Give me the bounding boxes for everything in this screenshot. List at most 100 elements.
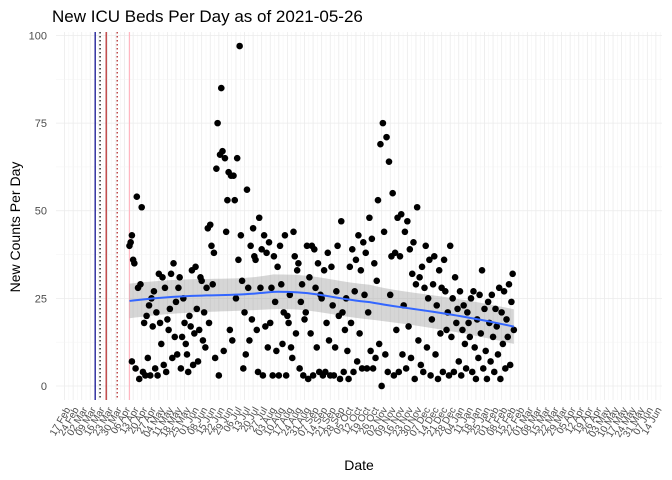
y-tick-label: 0 (41, 381, 47, 393)
y-axis-title: New Counts Per Day (7, 162, 23, 293)
data-point (286, 291, 294, 299)
data-point (189, 361, 197, 369)
data-point (284, 312, 291, 320)
data-point (230, 172, 237, 179)
data-point (299, 372, 307, 379)
data-point (435, 267, 443, 274)
data-point (353, 358, 361, 365)
data-point (277, 281, 285, 288)
data-point (236, 42, 243, 50)
data-point (325, 337, 333, 344)
data-point (220, 347, 228, 355)
data-point (363, 365, 371, 372)
data-point (341, 326, 349, 334)
data-point (162, 368, 170, 376)
data-point (140, 319, 148, 327)
data-point (375, 340, 383, 348)
data-point (443, 326, 450, 334)
data-point (194, 358, 202, 365)
data-point (181, 319, 188, 327)
data-point (424, 295, 432, 302)
data-point (500, 288, 508, 295)
data-point (160, 361, 168, 369)
data-point (311, 245, 318, 253)
data-point (467, 295, 475, 302)
data-point (481, 305, 488, 313)
data-point (377, 140, 384, 148)
data-point (427, 372, 434, 379)
data-point (213, 165, 220, 172)
data-point (466, 333, 474, 341)
data-point (177, 365, 185, 372)
data-point (460, 302, 467, 309)
data-point (233, 154, 241, 162)
data-point (195, 326, 203, 334)
data-point (378, 382, 385, 390)
y-tick-label: 100 (29, 31, 47, 43)
data-point (337, 217, 345, 225)
data-point (128, 358, 136, 365)
data-point (200, 309, 208, 316)
data-point (242, 351, 250, 358)
data-point (465, 319, 472, 327)
data-point (314, 260, 322, 267)
data-point (313, 344, 321, 351)
data-point (270, 253, 278, 260)
data-point (440, 256, 448, 264)
data-point (359, 238, 367, 246)
data-point (423, 344, 431, 351)
data-point (422, 242, 430, 250)
data-point (461, 340, 469, 348)
data-point (264, 344, 272, 351)
data-point (483, 375, 491, 383)
data-point (379, 119, 387, 127)
data-point (383, 133, 390, 141)
data-point (396, 253, 404, 260)
data-point (182, 340, 190, 348)
data-point (439, 368, 447, 376)
data-point (406, 245, 414, 253)
data-point (281, 231, 289, 239)
data-point (330, 372, 338, 379)
data-point (231, 196, 239, 204)
data-point (248, 316, 256, 323)
data-points (126, 42, 518, 390)
data-point (358, 365, 366, 372)
data-point (254, 368, 262, 376)
data-point (312, 284, 319, 292)
data-point (348, 245, 356, 253)
data-point (258, 245, 265, 253)
data-point (221, 154, 229, 162)
data-point (131, 260, 138, 267)
data-point (255, 214, 263, 222)
data-point (157, 340, 165, 348)
data-point (301, 316, 308, 323)
data-point (199, 337, 207, 344)
data-point (208, 242, 215, 250)
data-point (150, 288, 158, 295)
data-point (510, 326, 518, 334)
data-point (413, 203, 421, 211)
data-point (324, 249, 332, 257)
data-point (399, 351, 406, 358)
data-point (411, 375, 419, 383)
data-point (345, 375, 352, 383)
data-point (175, 284, 182, 292)
data-point (470, 288, 477, 295)
data-point (219, 147, 226, 155)
data-point (298, 281, 306, 288)
data-point (442, 288, 449, 295)
data-point (372, 354, 379, 362)
data-point (446, 242, 454, 250)
data-point (244, 284, 252, 292)
data-point (285, 319, 292, 327)
data-point (306, 274, 313, 281)
data-point (364, 309, 372, 316)
data-point (240, 365, 247, 372)
data-point (503, 316, 510, 323)
data-point (451, 274, 459, 281)
data-point (246, 337, 253, 344)
data-point (137, 281, 144, 288)
x-axis-title: Date (344, 457, 374, 473)
